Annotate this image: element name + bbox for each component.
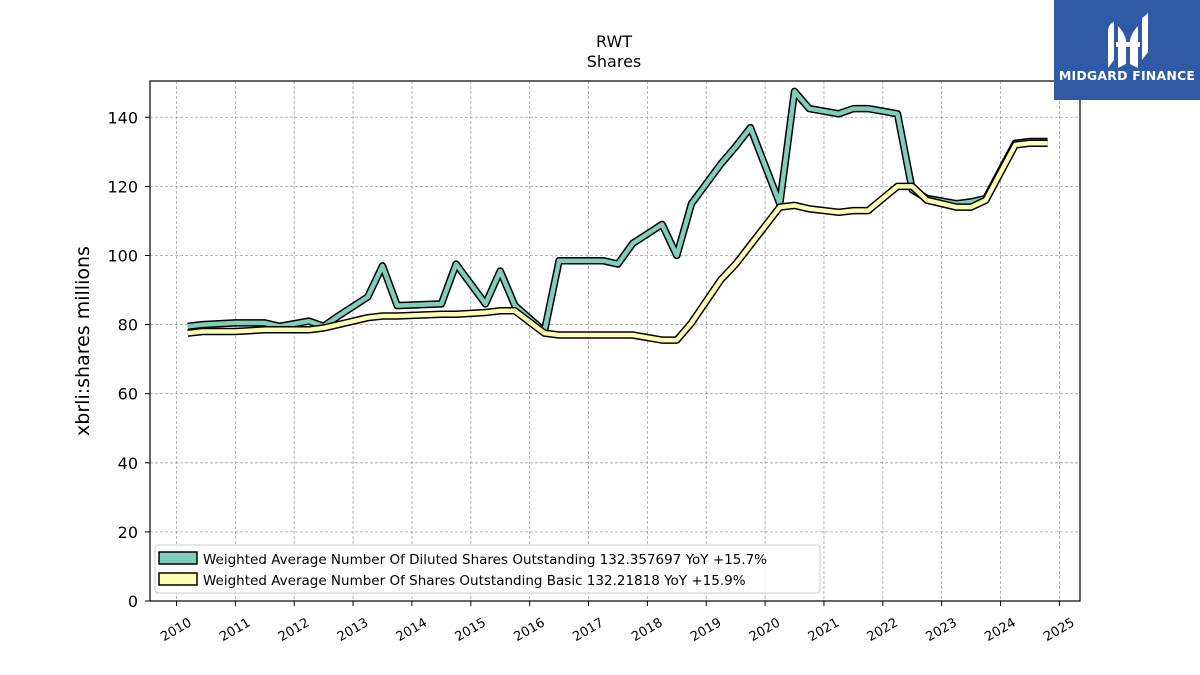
x-tick-label: 2021: [806, 615, 842, 645]
chart-subtitle: Shares: [587, 52, 642, 71]
x-tick-label: 2018: [629, 615, 665, 645]
y-tick-label: 80: [118, 316, 138, 335]
legend-swatch-diluted: [158, 551, 198, 565]
x-tick-label: 2016: [511, 615, 547, 645]
legend: Weighted Average Number Of Diluted Share…: [154, 544, 821, 594]
x-tick-label: 2012: [276, 615, 312, 645]
y-axis: 0 20 40 60 80 100 120 140: [107, 108, 150, 611]
legend-label-basic: Weighted Average Number Of Shares Outsta…: [203, 573, 746, 589]
x-tick-label: 2024: [982, 615, 1018, 645]
brand-logo: MIDGARD FINANCE: [1054, 0, 1200, 100]
x-tick-label: 2020: [747, 615, 783, 645]
series-line-0: [187, 89, 1048, 334]
legend-label-diluted: Weighted Average Number Of Diluted Share…: [203, 552, 767, 568]
x-tick-label: 2013: [335, 615, 371, 645]
y-tick-label: 60: [118, 385, 138, 404]
legend-swatch-basic: [158, 572, 198, 586]
x-tick-label: 2015: [453, 615, 489, 645]
brand-name: MIDGARD FINANCE: [1058, 68, 1196, 83]
x-tick-label: 2011: [217, 615, 253, 645]
plot-frame: [149, 80, 1081, 602]
x-tick-label: 2010: [158, 615, 194, 645]
x-axis: 2010 2011 2012 2013 2014 2015 2016 2017 2018 2019…: [158, 601, 1077, 645]
series-outline-1: [187, 139, 1048, 344]
x-tick-label: 2014: [394, 615, 430, 645]
series-layer: [187, 87, 1048, 344]
x-tick-label: 2017: [570, 615, 606, 645]
x-tick-label: 2025: [1041, 615, 1077, 645]
legend-frame: [154, 544, 821, 594]
y-axis-label: xbrli:shares millions: [72, 246, 94, 436]
y-tick-label: 140: [107, 108, 138, 127]
y-tick-label: 20: [118, 523, 138, 542]
y-tick-label: 120: [107, 177, 138, 196]
midgard-logo-icon: [1108, 12, 1148, 68]
x-tick-label: 2022: [865, 615, 901, 645]
grid: [150, 81, 1080, 602]
chart-title: RWT: [596, 32, 632, 51]
x-tick-label: 2019: [688, 615, 724, 645]
y-tick-label: 40: [118, 454, 138, 473]
series-outline-0: [187, 87, 1048, 336]
y-tick-label: 0: [128, 592, 138, 611]
series-line-1: [187, 140, 1048, 343]
y-tick-label: 100: [107, 246, 138, 265]
x-tick-label: 2023: [924, 615, 960, 645]
